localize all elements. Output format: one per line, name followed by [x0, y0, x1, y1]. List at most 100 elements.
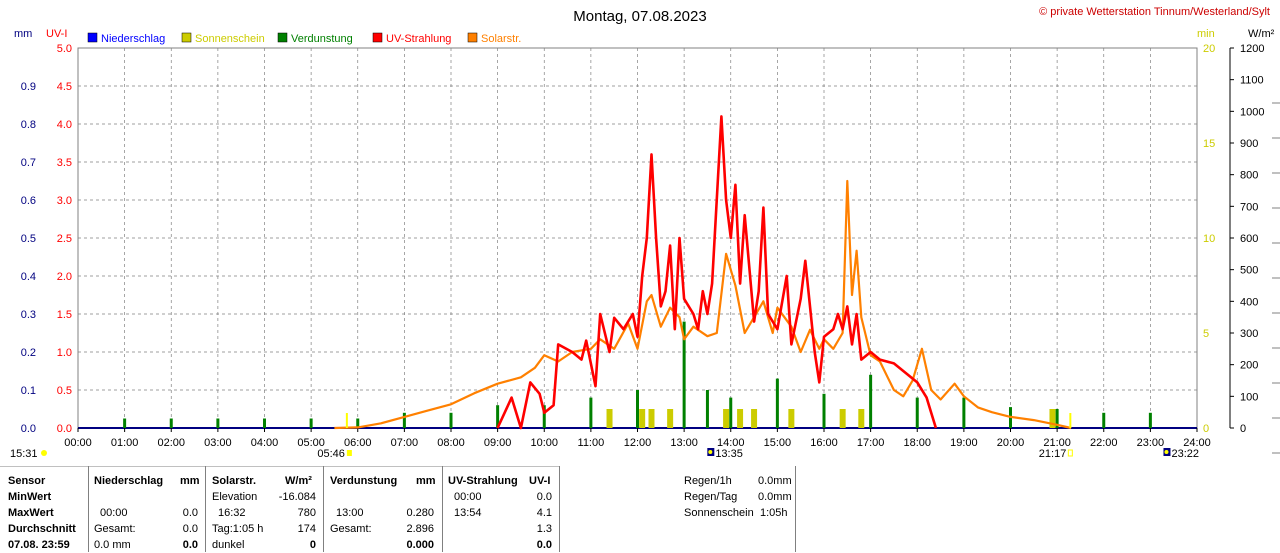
y-tick-solar: 1100 — [1240, 75, 1264, 87]
evaporation-bar — [542, 405, 546, 428]
x-tick-label: 04:00 — [251, 437, 279, 449]
x-tick-label: 16:00 — [810, 437, 838, 449]
evaporation-bar — [1055, 409, 1059, 428]
x-tick-label: 08:00 — [437, 437, 465, 449]
x-tick-label: 18:00 — [903, 437, 931, 449]
stats-verdunstung-maxtime: 13:00 — [336, 507, 364, 519]
x-tick-label: 01:00 — [111, 437, 139, 449]
sunshine-bar — [648, 409, 655, 428]
evaporation-bar — [775, 378, 779, 428]
unit-min-label: min — [1197, 28, 1215, 40]
stats-uv-avgval: 1.3 — [536, 523, 552, 535]
evaporation-bar — [589, 397, 593, 428]
solar-noon-label: 13:35 — [715, 448, 743, 460]
x-tick-label: 14:00 — [717, 437, 745, 449]
stats-regen-h: 0.0mm — [758, 475, 792, 487]
stats-niederschlag-lastbold: 0.0 — [182, 539, 198, 551]
x-tick-label: 17:00 — [857, 437, 885, 449]
stats-divider — [205, 466, 206, 552]
stats-divider — [795, 466, 796, 552]
evaporation-bar — [705, 390, 709, 428]
sunrise-label: 05:46 — [317, 448, 345, 460]
stats-top-border — [0, 466, 560, 467]
stats-solar-maxtime: 16:32 — [218, 507, 246, 519]
stats-solar-unit: W/m² — [285, 475, 312, 487]
sunset-label: 21:17 — [1039, 448, 1067, 460]
y-tick-uvi: 2.0 — [57, 271, 72, 283]
legend-label: Niederschlag — [101, 33, 165, 45]
stats-uv-header: UV-Strahlung — [448, 475, 518, 487]
y-tick-mm: 0.9 — [21, 81, 36, 93]
stats-uv-maxtime: 13:54 — [454, 507, 482, 519]
evaporation-bar — [682, 321, 686, 428]
stats-divider — [442, 466, 443, 552]
copyright-text: © private Wetterstation Tinnum/Westerlan… — [1039, 6, 1270, 18]
legend-swatch — [277, 32, 288, 43]
evaporation-bar — [402, 412, 406, 428]
y-tick-mm: 0.7 — [21, 157, 36, 169]
stats-verdunstung-gesamt-label: Gesamt: — [330, 523, 372, 535]
x-tick-label: 06:00 — [344, 437, 372, 449]
y-tick-mm: 0.2 — [21, 347, 36, 359]
x-tick-label: 23:00 — [1137, 437, 1165, 449]
y-tick-solar: 900 — [1240, 138, 1258, 150]
unit-uvi-label: UV-I — [46, 28, 67, 40]
evaporation-bar — [636, 390, 639, 428]
x-tick-label: 03:00 — [204, 437, 232, 449]
y-tick-mm: 0.0 — [21, 423, 36, 435]
x-tick-label: 15:00 — [764, 437, 792, 449]
evaporation-bar — [216, 418, 220, 428]
axes: 00:00 01:00 02:00 03:00 04:00 05:00 06:00 07:00… — [21, 43, 1280, 454]
stats-uv-maxval: 4.1 — [536, 507, 552, 519]
y-tick-uvi: 0.5 — [57, 385, 72, 397]
sunshine-bar — [667, 409, 674, 428]
y-tick-mm: 0.1 — [21, 385, 36, 397]
evaporation-bar — [1148, 412, 1152, 428]
stats-niederschlag-last: 0.0 mm — [94, 539, 131, 551]
stats-uv-lastbold: 0.0 — [536, 539, 552, 551]
stats-verdunstung-lastbold: 0.000 — [406, 539, 434, 551]
y-tick-mm: 0.6 — [21, 195, 36, 207]
weather-chart: Montag, 07.08.2023 © private Wetterstati… — [10, 6, 1280, 460]
stats-solar-elev-label: Elevation — [212, 491, 258, 503]
evaporation-bar — [822, 393, 826, 428]
y-tick-mm: 0.3 — [21, 309, 36, 321]
y-tick-solar: 1000 — [1240, 106, 1264, 118]
unit-mm-label: mm — [14, 28, 32, 40]
bar-series — [123, 321, 1152, 428]
evaporation-bar — [169, 418, 173, 428]
y-tick-mm: 0.5 — [21, 233, 36, 245]
day-length-label: 15:31 — [10, 448, 38, 460]
stats-table: Sensor MinWert MaxWert Durchschnitt 07.0… — [0, 466, 1280, 552]
x-tick-label: 07:00 — [391, 437, 419, 449]
stats-verdunstung-unit: mm — [416, 475, 436, 487]
sunset-icon — [1067, 449, 1073, 457]
y-tick-mm: 0.4 — [21, 271, 36, 283]
stats-uv-mintime: 00:00 — [454, 491, 482, 503]
moonrise-dot — [1164, 450, 1169, 454]
solar-line — [334, 179, 1072, 430]
legend-label: Verdunstung — [291, 33, 353, 45]
sunshine-bar — [1049, 409, 1056, 428]
stats-solar-elev: -16.084 — [278, 491, 316, 503]
chart-title: Montag, 07.08.2023 — [573, 8, 706, 25]
uv-line — [496, 115, 938, 430]
stats-solar-header: Solarstr. — [212, 475, 257, 487]
y-tick-uvi: 2.5 — [57, 233, 72, 245]
stats-solar-dunkel-label: dunkel — [212, 539, 245, 551]
stats-solar-dunkel: 0 — [309, 539, 316, 551]
stats-row-date: 07.08. 23:59 — [8, 539, 70, 551]
stats-divider — [88, 466, 89, 552]
evaporation-bar — [1102, 412, 1106, 428]
stats-verdunstung-header: Verdunstung — [330, 475, 398, 487]
x-tick-label: 24:00 — [1183, 437, 1211, 449]
x-tick-label: 10:00 — [530, 437, 558, 449]
stats-divider — [323, 466, 324, 552]
legend-swatch — [467, 32, 478, 43]
x-tick-label: 21:00 — [1043, 437, 1071, 449]
sunshine-bar — [839, 409, 846, 428]
legend-swatch — [181, 32, 192, 43]
stats-niederschlag-gesamt-label: Gesamt: — [94, 523, 136, 535]
y-tick-uvi: 0.0 — [57, 423, 72, 435]
y-tick-solar: 0 — [1240, 423, 1246, 435]
